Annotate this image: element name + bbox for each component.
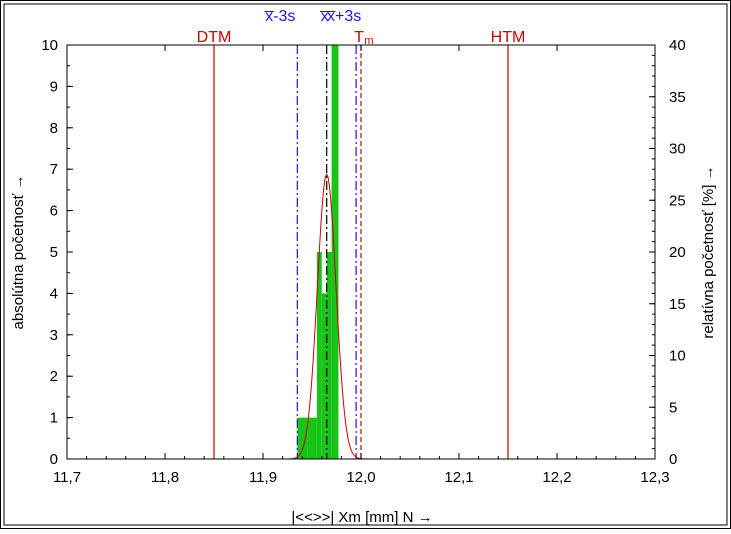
histogram-bar (321, 293, 327, 459)
histogram-bar (331, 45, 339, 459)
x-tick-label: 12,3 (640, 469, 669, 486)
x-tick-label: 11,9 (249, 469, 277, 486)
y-left-tick-label: 5 (50, 244, 58, 261)
y-left-tick-label: 4 (50, 285, 58, 302)
label-xbar-minus-3s: x̅-3s (264, 8, 295, 25)
histogram-bar (307, 417, 317, 459)
x-tick-label: 11,7 (53, 469, 81, 486)
y-left-tick-label: 8 (50, 120, 58, 137)
reference-label-t: T (354, 29, 364, 46)
y-right-tick-label: 20 (669, 244, 686, 261)
y-left-tick-label: 0 (50, 451, 58, 468)
y-left-tick-label: 6 (50, 203, 58, 220)
x-tick-label: 12,2 (542, 469, 571, 486)
outer-border (3, 3, 728, 526)
y-left-tick-label: 7 (50, 161, 58, 178)
y-right-tick-label: 40 (669, 37, 686, 54)
label-xbar-plus-3s: x̅+3s (326, 8, 361, 25)
y-left-tick-label: 3 (50, 327, 58, 344)
x-tick-label: 12,0 (346, 469, 375, 486)
y-left-tick-label: 1 (50, 410, 58, 427)
y-axis-label-right: relatívna početnosť [%] → (700, 165, 717, 338)
histogram-bar (297, 417, 308, 459)
y-right-tick-label: 15 (669, 296, 686, 313)
x-axis-label: |<<>>| Xm [mm] N → (291, 509, 432, 526)
y-left-tick-label: 2 (50, 368, 58, 385)
y-right-tick-label: 25 (669, 192, 686, 209)
x-tick-label: 12,1 (444, 469, 473, 486)
y-right-tick-label: 0 (669, 451, 677, 468)
reference-label-dtm: DTM (197, 29, 232, 46)
x-tick-label: 11,8 (151, 469, 179, 486)
y-right-tick-label: 10 (669, 348, 686, 365)
label-xbar: x̅ (320, 8, 330, 25)
histogram-bar (326, 252, 332, 459)
reference-label-t-sub: m (364, 35, 373, 47)
y-right-tick-label: 5 (669, 399, 677, 416)
y-right-tick-label: 30 (669, 141, 686, 158)
y-axis-label-left: absolútna početnosť → (10, 175, 27, 330)
reference-label-htm: HTM (491, 29, 526, 46)
y-right-tick-label: 35 (669, 89, 686, 106)
y-left-tick-label: 10 (41, 37, 58, 54)
y-left-tick-label: 9 (50, 78, 58, 95)
histogram-bar (316, 252, 322, 459)
plot-frame (66, 44, 656, 460)
